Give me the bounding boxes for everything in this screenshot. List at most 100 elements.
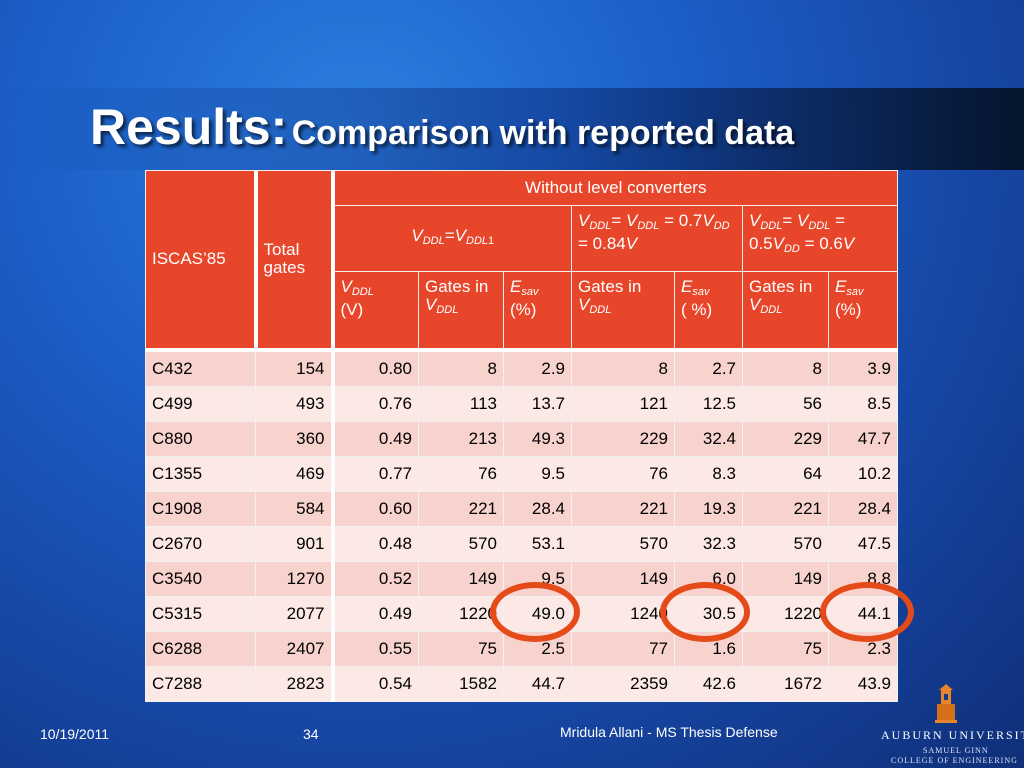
- table-cell: 44.7: [503, 665, 572, 702]
- table-row: C3540 1270 0.52 149 9.5 149 6.0 149 8.8: [145, 560, 899, 597]
- header-vddl-volts: VDDL (V): [332, 271, 419, 352]
- results-table-wrap: ISCAS’85 Total gates Without level conve…: [145, 170, 899, 702]
- logo-org: AUBURN UNIVERSITY: [881, 728, 1024, 742]
- table-cell: 49.0: [503, 595, 572, 632]
- table-cell: 64: [742, 455, 829, 492]
- header-esav-3: Esav (%): [827, 271, 899, 352]
- table-cell: 8.8: [827, 560, 899, 597]
- table-cell: 43.9: [827, 665, 899, 702]
- table-cell: 8: [742, 349, 829, 387]
- table-cell: 44.1: [827, 595, 899, 632]
- table-cell: 2359: [571, 665, 675, 702]
- table-cell: 76: [418, 455, 504, 492]
- table-cell: 570: [418, 525, 504, 562]
- header-total-gates: Total gates: [255, 170, 335, 352]
- table-cell: 32.3: [674, 525, 743, 562]
- table-cell: 75: [418, 630, 504, 667]
- table-row: C1908 584 0.60 221 28.4 221 19.3 221 28.4: [145, 490, 899, 527]
- table-cell: 1220: [418, 595, 504, 632]
- table-cell: 0.49: [332, 420, 419, 457]
- results-table: ISCAS’85 Total gates Without level conve…: [145, 170, 899, 702]
- table-row: C2670 901 0.48 570 53.1 570 32.3 570 47.5: [145, 525, 899, 562]
- table-row: C499 493 0.76 113 13.7 121 12.5 56 8.5: [145, 385, 899, 422]
- circuit-name-cell: C2670: [145, 525, 256, 562]
- logo-line2: COLLEGE OF ENGINEERING: [891, 756, 1018, 765]
- circuit-name-cell: C5315: [145, 595, 256, 632]
- header-gates-in-vddl-1: Gates in VDDL: [418, 271, 504, 352]
- table-cell: 77: [571, 630, 675, 667]
- header-vddl-05vdd: VDDL= VDDL = 0.5VDD = 0.6V: [741, 205, 899, 272]
- table-cell: 0.52: [332, 560, 419, 597]
- table-cell: 12.5: [674, 385, 743, 422]
- table-cell: 113: [418, 385, 504, 422]
- table-cell: 13.7: [503, 385, 572, 422]
- table-cell: 0.77: [332, 455, 419, 492]
- table-cell: 8.5: [827, 385, 899, 422]
- circuit-name-cell: C880: [145, 420, 256, 457]
- table-row: C880 360 0.49 213 49.3 229 32.4 229 47.7: [145, 420, 899, 457]
- table-cell: 8.3: [674, 455, 743, 492]
- table-cell: 56: [742, 385, 829, 422]
- table-cell: 149: [571, 560, 675, 597]
- header-without-level-converters: Without level converters: [331, 170, 899, 206]
- table-cell: 2407: [255, 630, 335, 667]
- circuit-name-cell: C6288: [145, 630, 256, 667]
- logo-line1: SAMUEL GINN: [923, 746, 989, 755]
- table-cell: 1270: [255, 560, 335, 597]
- table-cell: 0.60: [332, 490, 419, 527]
- table-cell: 32.4: [674, 420, 743, 457]
- title-sub: Comparison with reported data: [291, 114, 795, 152]
- table-row: C1355 469 0.77 76 9.5 76 8.3 64 10.2: [145, 455, 899, 492]
- footer-page-number: 34: [303, 726, 319, 742]
- table-cell: 47.7: [827, 420, 899, 457]
- table-cell: 2823: [255, 665, 335, 702]
- table-cell: 213: [418, 420, 504, 457]
- table-cell: 221: [418, 490, 504, 527]
- table-cell: 30.5: [674, 595, 743, 632]
- table-cell: 570: [571, 525, 675, 562]
- circuit-name-cell: C7288: [145, 665, 256, 702]
- table-cell: 19.3: [674, 490, 743, 527]
- table-cell: 2.7: [674, 349, 743, 387]
- slide-title: Results: Comparison with reported data: [90, 98, 794, 156]
- table-cell: 2077: [255, 595, 335, 632]
- table-cell: 469: [255, 455, 335, 492]
- table-cell: 2.9: [503, 349, 572, 387]
- table-row: C6288 2407 0.55 75 2.5 77 1.6 75 2.3: [145, 630, 899, 667]
- table-cell: 221: [571, 490, 675, 527]
- table-cell: 493: [255, 385, 335, 422]
- header-vddl-07vdd: VDDL= VDDL = 0.7VDD = 0.84V: [571, 205, 743, 272]
- circuit-name-cell: C1355: [145, 455, 256, 492]
- table-cell: 10.2: [827, 455, 899, 492]
- table-cell: 154: [255, 349, 335, 387]
- header-vddl-vddl1: VDDL=VDDL1: [332, 205, 572, 272]
- table-cell: 49.3: [503, 420, 572, 457]
- table-cell: 1220: [742, 595, 829, 632]
- footer-author: Mridula Allani - MS Thesis Defense: [560, 724, 778, 740]
- table-cell: 570: [742, 525, 829, 562]
- table-row: C432 154 0.80 8 2.9 8 2.7 8 3.9: [145, 349, 899, 387]
- circuit-name-cell: C1908: [145, 490, 256, 527]
- table-cell: 9.5: [503, 560, 572, 597]
- table-cell: 121: [571, 385, 675, 422]
- table-cell: 75: [742, 630, 829, 667]
- table-cell: 6.0: [674, 560, 743, 597]
- header-esav-1: Esav (%): [503, 271, 572, 352]
- table-cell: 584: [255, 490, 335, 527]
- table-cell: 0.54: [332, 665, 419, 702]
- table-cell: 149: [418, 560, 504, 597]
- table-cell: 2.3: [827, 630, 899, 667]
- table-cell: 0.48: [332, 525, 419, 562]
- table-cell: 0.55: [332, 630, 419, 667]
- header-gates-in-vddl-2: Gates in VDDL: [571, 271, 675, 352]
- circuit-name-cell: C499: [145, 385, 256, 422]
- title-band: [0, 88, 1024, 170]
- table-cell: 9.5: [503, 455, 572, 492]
- table-cell: 76: [571, 455, 675, 492]
- table-cell: 149: [742, 560, 829, 597]
- table-cell: 3.9: [827, 349, 899, 387]
- table-cell: 8: [571, 349, 675, 387]
- table-cell: 901: [255, 525, 335, 562]
- table-cell: 53.1: [503, 525, 572, 562]
- title-main: Results:: [90, 99, 288, 155]
